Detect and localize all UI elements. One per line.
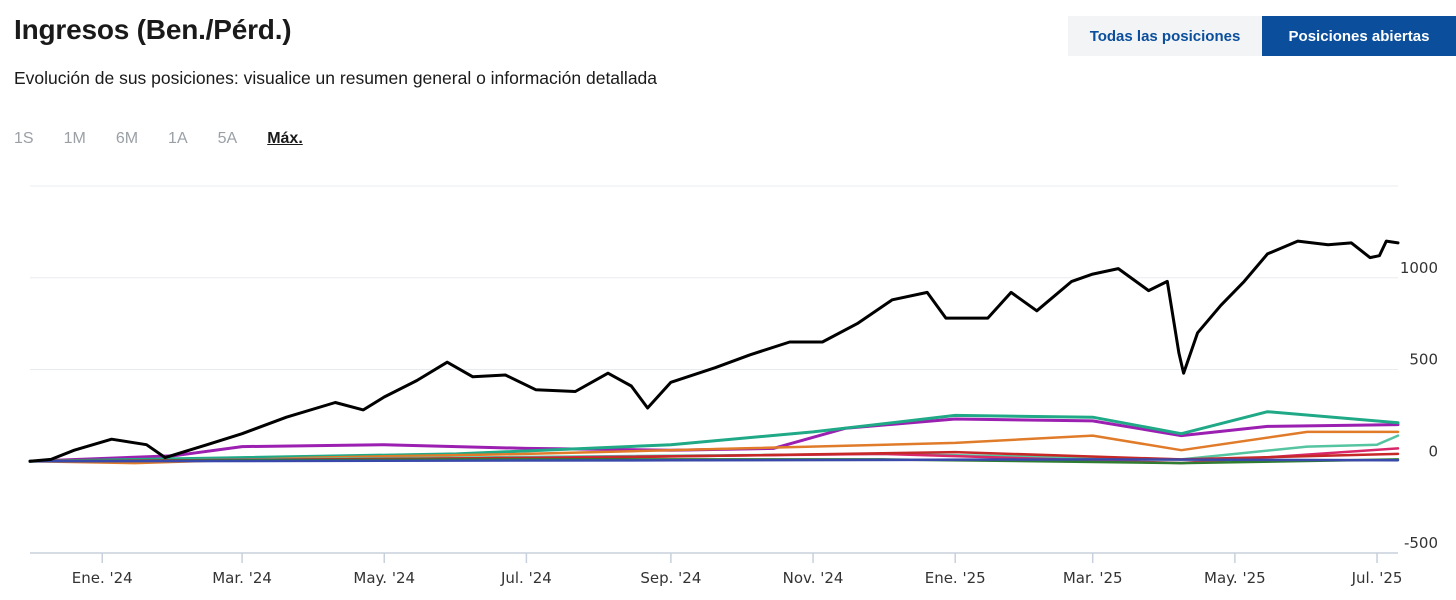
open-positions-button[interactable]: Posiciones abiertas xyxy=(1262,16,1456,56)
y-tick-label: 0 xyxy=(1428,442,1438,460)
time-range-selector: 1S 1M 6M 1A 5A Máx. xyxy=(14,130,333,148)
range-max-button[interactable]: Máx. xyxy=(267,130,303,147)
x-tick-label: May. '25 xyxy=(1204,569,1266,587)
series-line xyxy=(28,239,1400,463)
x-tick-label: Ene. '25 xyxy=(925,569,986,587)
x-tick-label: Jul. '24 xyxy=(500,569,552,587)
gridlines xyxy=(30,185,1398,462)
page-subtitle: Evolución de sus posiciones: visualice u… xyxy=(14,68,658,88)
x-tick-label: Ene. '24 xyxy=(72,569,133,587)
x-axis: Ene. '24 Mar. '24 May. '24 Jul. '24 Sep. '24… xyxy=(30,552,1403,587)
x-tick-label: Mar. '25 xyxy=(1063,569,1123,587)
y-tick-label: -500 xyxy=(1404,534,1438,552)
profit-loss-chart: Ene. '24 Mar. '24 May. '24 Jul. '24 Sep. '24… xyxy=(28,185,1438,587)
y-axis: 1000 500 0 -500 xyxy=(1400,259,1438,552)
series-line xyxy=(28,458,1400,463)
range-1a-button[interactable]: 1A xyxy=(168,130,188,147)
all-positions-button[interactable]: Todas las posiciones xyxy=(1068,16,1262,56)
x-tick-label: May. '24 xyxy=(353,569,415,587)
x-tick-label: Sep. '24 xyxy=(640,569,701,587)
range-1s-button[interactable]: 1S xyxy=(14,130,34,147)
range-1m-button[interactable]: 1M xyxy=(63,130,86,147)
series-lines xyxy=(28,239,1400,465)
range-6m-button[interactable]: 6M xyxy=(115,130,139,147)
positions-toggle: Todas las posiciones Posiciones abiertas xyxy=(1068,16,1456,56)
x-tick-label: Jul. '25 xyxy=(1351,569,1403,587)
y-tick-label: 500 xyxy=(1409,351,1438,369)
page-title: Ingresos (Ben./Pérd.) xyxy=(14,14,292,45)
x-tick-label: Nov. '24 xyxy=(783,569,844,587)
x-tick-label: Mar. '24 xyxy=(212,569,272,587)
y-tick-label: 1000 xyxy=(1400,259,1438,277)
range-5a-button[interactable]: 5A xyxy=(217,130,238,147)
